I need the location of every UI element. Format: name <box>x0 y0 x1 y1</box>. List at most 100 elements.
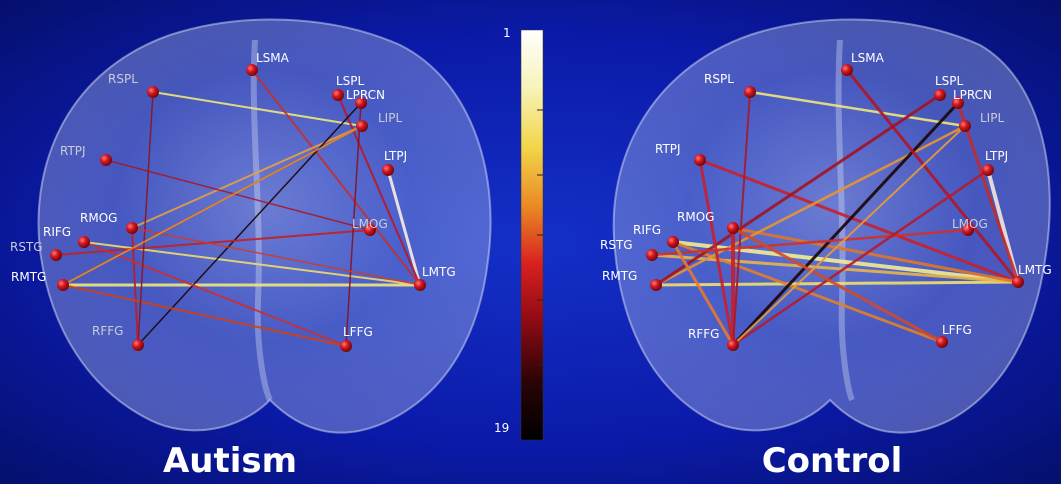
control-connections <box>650 68 1020 347</box>
autism-connection-lprcn-lffg <box>345 102 362 347</box>
control-node-label-lmog: LMOG <box>952 217 988 231</box>
autism-connection-rspl-rffg <box>137 91 154 346</box>
autism-node-label-lffg: LFFG <box>343 325 373 339</box>
autism-node-label-rspl: RSPL <box>108 72 138 86</box>
autism-node-ltpj <box>382 164 394 176</box>
autism-node-rifg <box>78 236 90 248</box>
autism-connection-rifg-lffg <box>83 241 347 347</box>
control-node-lprcn <box>952 97 964 109</box>
autism-connections <box>55 69 422 347</box>
colorbar-top-label: 1 <box>503 26 511 40</box>
autism-node-lmog <box>364 224 376 236</box>
autism-node-label-ltpj: LTPJ <box>384 149 407 163</box>
autism-node-rmog <box>126 222 138 234</box>
control-connection-rffg-ltpj <box>731 168 990 347</box>
autism-node-label-lipl: LIPL <box>378 111 402 125</box>
control-node-lmtg <box>1012 276 1024 288</box>
colorbar-ticks <box>537 109 543 366</box>
control-node-rstg <box>646 249 658 261</box>
control-node-rmog <box>727 222 739 234</box>
control-node-label-ltpj: LTPJ <box>985 149 1008 163</box>
autism-node-label-rstg: RSTG <box>10 240 43 254</box>
control-connection-rmog-lmtg <box>731 226 1020 284</box>
autism-node-label-rifg: RIFG <box>43 225 71 239</box>
control-connection-rstg-lmog <box>650 228 970 257</box>
autism-connection-lsma-lmtg <box>251 69 421 286</box>
control-node-label-rmtg: RMTG <box>602 269 637 283</box>
autism-node-rtpj <box>100 154 112 166</box>
autism-node-label-lsma: LSMA <box>256 51 290 65</box>
control-node-label-lffg: LFFG <box>942 323 972 337</box>
control-node-lspl <box>934 89 946 101</box>
control-node-label-lspl: LSPL <box>935 74 964 88</box>
autism-node-lipl <box>356 120 368 132</box>
control-node-lffg <box>936 336 948 348</box>
autism-connection-rtpj-lmog <box>105 159 371 231</box>
autism-brain-fissure <box>250 39 273 402</box>
control-node-lsma <box>841 64 853 76</box>
autism-node-lsma <box>246 64 258 76</box>
autism-node-lprcn <box>355 97 367 109</box>
autism-panel-title: Autism <box>163 441 297 481</box>
autism-node-rspl <box>147 86 159 98</box>
control-node-lmog <box>962 224 974 236</box>
control-node-lipl <box>959 120 971 132</box>
autism-node-label-rtpj: RTPJ <box>60 144 86 158</box>
colorbar: 1 19 <box>494 26 544 441</box>
control-connection-rspl-lipl <box>748 90 967 128</box>
control-node-label-rspl: RSPL <box>704 72 734 86</box>
control-node-rmtg <box>650 279 662 291</box>
control-connection-rtpj-rffg <box>698 158 735 347</box>
autism-node-label-rmog: RMOG <box>80 211 117 225</box>
autism-connection-lspl-lmtg <box>337 94 421 286</box>
autism-node-lspl <box>332 89 344 101</box>
autism-connection-rmog-lmtg <box>131 227 421 286</box>
autism-node-label-lmog: LMOG <box>352 217 388 231</box>
autism-node-rffg <box>132 339 144 351</box>
control-node-label-lipl: LIPL <box>980 111 1004 125</box>
control-node-rtpj <box>694 154 706 166</box>
autism-node-label-lspl: LSPL <box>336 74 365 88</box>
control-node-label-rffg: RFFG <box>688 327 719 341</box>
autism-connection-rmtg-lffg <box>62 284 347 347</box>
control-connection-rffg-lprcn <box>731 101 960 347</box>
control-node-rspl <box>744 86 756 98</box>
control-connection-lspl-rmtg <box>654 93 942 287</box>
control-connection-rmog-lffg <box>731 226 944 344</box>
autism-node-rstg <box>50 249 62 261</box>
control-node-ltpj <box>982 164 994 176</box>
autism-node-label-rmtg: RMTG <box>11 270 46 284</box>
autism-connection-rffg-lprcn <box>137 102 362 346</box>
autism-node-lffg <box>340 340 352 352</box>
colorbar-bottom-label: 19 <box>494 421 509 435</box>
control-connection-lsma-lmtg <box>845 68 1020 284</box>
control-node-label-rmog: RMOG <box>677 210 714 224</box>
control-node-rffg <box>727 339 739 351</box>
autism-node-lmtg <box>414 279 426 291</box>
control-connection-rspl-rffg <box>732 91 751 346</box>
control-node-label-lsma: LSMA <box>851 51 885 65</box>
control-connection-rtpj-lmtg <box>698 158 1020 284</box>
control-node-rifg <box>667 236 679 248</box>
control-node-label-lmtg: LMTG <box>1018 263 1052 277</box>
control-node-label-lprcn: LPRCN <box>953 88 992 102</box>
control-node-label-rifg: RIFG <box>633 223 661 237</box>
autism-node-rmtg <box>57 279 69 291</box>
control-panel-title: Control <box>762 441 903 481</box>
autism-node-label-lprcn: LPRCN <box>346 88 385 102</box>
autism-connection-rspl-lipl <box>152 91 363 127</box>
autism-node-label-lmtg: LMTG <box>422 265 456 279</box>
control-node-label-rstg: RSTG <box>600 238 633 252</box>
control-connection-rstg-lmtg <box>650 253 1020 284</box>
control-connection-lprcn-lmtg <box>956 101 1020 284</box>
autism-connection-ltpj-lmtg <box>386 168 422 287</box>
control-connection-lipl-rffg <box>732 125 966 346</box>
control-connection-rifg-rffg <box>671 240 735 347</box>
autism-connection-lipl-rmtg <box>62 125 363 286</box>
control-node-label-rtpj: RTPJ <box>655 142 681 156</box>
